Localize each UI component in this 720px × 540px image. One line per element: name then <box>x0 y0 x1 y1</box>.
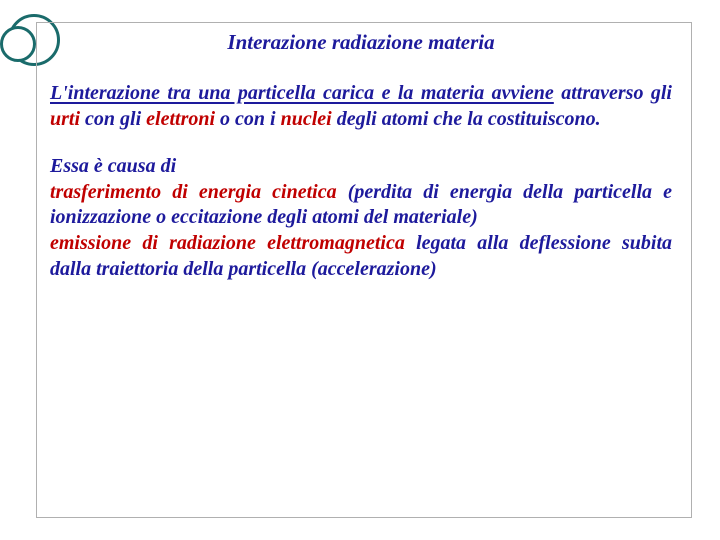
slide-content: Interazione radiazione materia L'interaz… <box>50 30 672 304</box>
p1-urti: urti <box>50 108 80 130</box>
p2-lead: Essa è causa di <box>50 155 176 177</box>
p1-elettroni: elettroni <box>146 108 215 130</box>
p1-t2: attraverso gli <box>554 82 672 104</box>
p1-t8: degli atomi che la costituiscono. <box>332 108 601 130</box>
p1-nuclei: nuclei <box>281 108 332 130</box>
corner-ring-inner <box>0 26 36 62</box>
p1-t6: o con i <box>215 108 281 130</box>
p1-t4: con gli <box>80 108 146 130</box>
paragraph-1: L'interazione tra una particella carica … <box>50 81 672 132</box>
p1-underlined: L'interazione tra una particella carica … <box>50 82 554 104</box>
paragraph-2: Essa è causa di trasferimento di energia… <box>50 154 672 282</box>
p2-a-red: trasferimento di energia cinetica <box>50 181 337 203</box>
p2-b-red: emissione di radiazione elettromagnetica <box>50 232 405 254</box>
slide-title: Interazione radiazione materia <box>50 30 672 55</box>
